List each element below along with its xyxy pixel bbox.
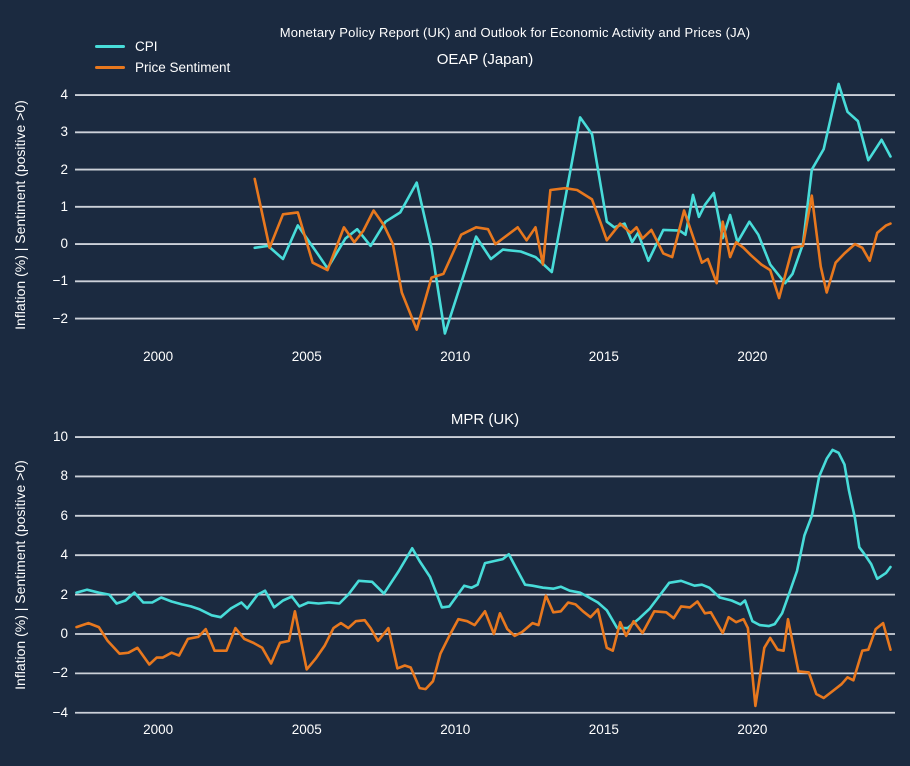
cpi-line-swatch bbox=[95, 45, 125, 48]
price-sentiment-line-swatch bbox=[95, 66, 125, 69]
legend: CPI Price Sentiment bbox=[95, 36, 230, 78]
legend-item-cpi: CPI bbox=[95, 36, 230, 57]
y-tick-label: 6 bbox=[60, 507, 68, 523]
legend-label-price-sentiment: Price Sentiment bbox=[135, 60, 231, 75]
subplot-title-mpr-uk: MPR (UK) bbox=[450, 411, 520, 428]
x-tick-label: 2015 bbox=[588, 349, 619, 364]
y-tick-label: 2 bbox=[60, 586, 68, 602]
y-tick-label: −4 bbox=[52, 704, 68, 720]
legend-item-price-sentiment: Price Sentiment bbox=[95, 57, 230, 78]
x-tick-label: 2000 bbox=[143, 722, 174, 737]
subplot-title-oeap-japan: OEAP (Japan) bbox=[436, 51, 534, 68]
y-tick-label: −2 bbox=[52, 665, 68, 681]
y-tick-label: 4 bbox=[60, 87, 68, 103]
x-tick-label: 2000 bbox=[143, 349, 174, 364]
x-tick-label: 2010 bbox=[440, 722, 471, 737]
figure-title: Monetary Policy Report (UK) and Outlook … bbox=[279, 25, 751, 40]
x-tick-label: 2005 bbox=[291, 722, 322, 737]
series-line-price-sentiment bbox=[253, 177, 892, 332]
y-tick-label: 2 bbox=[60, 161, 68, 177]
y-tick-label: 3 bbox=[60, 124, 68, 140]
x-tick-label: 2020 bbox=[737, 349, 768, 364]
y-tick-label: 1 bbox=[60, 198, 68, 214]
y-tick-label: 10 bbox=[52, 429, 68, 445]
legend-label-cpi: CPI bbox=[135, 39, 158, 54]
x-tick-label: 2010 bbox=[440, 349, 471, 364]
x-tick-label: 2015 bbox=[588, 722, 619, 737]
series-line-cpi bbox=[75, 448, 892, 630]
x-tick-label: 2005 bbox=[291, 349, 322, 364]
x-tick-label: 2020 bbox=[737, 722, 768, 737]
y-tick-label: −2 bbox=[52, 310, 68, 326]
y-tick-label: 0 bbox=[60, 625, 68, 641]
y-tick-label: 4 bbox=[60, 547, 68, 563]
y-tick-label: −1 bbox=[52, 273, 68, 289]
y-tick-label: 8 bbox=[60, 468, 68, 484]
series-line-price-sentiment bbox=[75, 594, 892, 708]
y-tick-label: 0 bbox=[60, 236, 68, 252]
series-line-cpi bbox=[253, 82, 892, 335]
